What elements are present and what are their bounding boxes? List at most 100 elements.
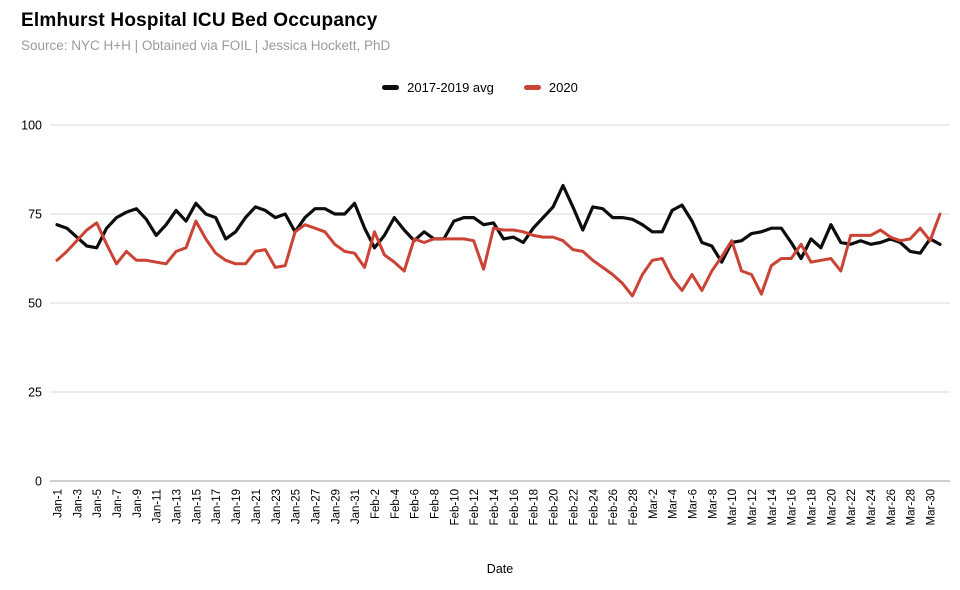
x-tick-group: Jan-5 bbox=[92, 489, 104, 518]
x-tick-group: Feb-26 bbox=[608, 489, 620, 525]
x-tick-group: Feb-4 bbox=[390, 488, 402, 519]
x-tick-group: Mar-4 bbox=[668, 488, 680, 519]
x-tick-label: Feb-18 bbox=[529, 489, 541, 525]
x-tick-group: Jan-13 bbox=[172, 489, 184, 524]
x-tick-label: Mar-10 bbox=[727, 489, 739, 525]
x-tick-label: Jan-25 bbox=[291, 489, 303, 524]
x-tick-group: Mar-20 bbox=[826, 489, 838, 525]
x-tick-label: Jan-17 bbox=[211, 489, 223, 524]
x-tick-group: Jan-9 bbox=[132, 489, 144, 518]
y-tick-label: 0 bbox=[35, 475, 42, 489]
x-tick-group: Feb-6 bbox=[410, 489, 422, 519]
x-tick-label: Feb-10 bbox=[449, 489, 461, 525]
chart-title: Elmhurst Hospital ICU Bed Occupancy bbox=[21, 10, 378, 31]
x-tick-group: Jan-7 bbox=[112, 489, 124, 518]
x-tick-label: Jan-15 bbox=[191, 489, 203, 524]
x-tick-group: Jan-1 bbox=[53, 489, 65, 518]
x-tick-group: Feb-18 bbox=[529, 489, 541, 525]
x-tick-group: Mar-22 bbox=[846, 489, 858, 525]
x-tick-label: Feb-24 bbox=[588, 488, 600, 525]
x-tick-label: Jan-5 bbox=[92, 489, 104, 518]
x-tick-group: Feb-8 bbox=[430, 489, 442, 519]
x-tick-label: Mar-2 bbox=[648, 489, 660, 519]
legend-item-2017-2019-avg[interactable]: 2017-2019 avg bbox=[382, 80, 494, 95]
y-tick-label: 25 bbox=[28, 386, 42, 400]
x-tick-label: Mar-8 bbox=[707, 489, 719, 519]
x-tick-group: Jan-15 bbox=[191, 489, 203, 524]
x-tick-group: Mar-16 bbox=[787, 489, 799, 525]
x-tick-group: Jan-27 bbox=[310, 489, 322, 524]
series-line-2017-2019-avg bbox=[55, 183, 942, 264]
x-tick-group: Mar-12 bbox=[747, 489, 759, 525]
x-tick-label: Jan-1 bbox=[53, 489, 65, 518]
x-tick-label: Jan-29 bbox=[330, 489, 342, 524]
x-tick-group: Jan-31 bbox=[350, 489, 362, 524]
x-tick-label: Mar-26 bbox=[886, 489, 898, 525]
x-tick-group: Mar-2 bbox=[648, 489, 660, 519]
x-tick-label: Feb-28 bbox=[628, 489, 640, 525]
x-tick-group: Jan-21 bbox=[251, 489, 263, 524]
y-tick-label: 75 bbox=[28, 208, 42, 222]
x-tick-label: Jan-19 bbox=[231, 489, 243, 524]
y-tick-label: 50 bbox=[28, 297, 42, 311]
x-tick-group: Feb-24 bbox=[588, 488, 600, 525]
x-tick-label: Feb-8 bbox=[430, 489, 442, 519]
legend-label: 2020 bbox=[548, 80, 578, 95]
x-tick-label: Jan-9 bbox=[132, 489, 144, 518]
x-tick-group: Mar-10 bbox=[727, 489, 739, 525]
x-tick-label: Feb-26 bbox=[608, 489, 620, 525]
x-tick-label: Jan-3 bbox=[72, 489, 84, 518]
x-tick-label: Feb-20 bbox=[549, 489, 561, 525]
x-tick-group: Feb-20 bbox=[549, 489, 561, 525]
x-tick-label: Feb-4 bbox=[390, 488, 402, 519]
x-tick-group: Mar-30 bbox=[926, 489, 938, 525]
x-tick-label: Jan-27 bbox=[310, 489, 322, 524]
x-tick-group: Jan-3 bbox=[72, 489, 84, 518]
x-tick-group: Mar-28 bbox=[906, 489, 918, 525]
x-tick-label: Mar-18 bbox=[807, 489, 819, 525]
x-tick-label: Jan-21 bbox=[251, 489, 263, 524]
x-tick-label: Mar-30 bbox=[926, 489, 938, 525]
x-tick-group: Feb-28 bbox=[628, 489, 640, 525]
x-tick-group: Feb-14 bbox=[489, 488, 501, 525]
x-tick-label: Mar-4 bbox=[668, 488, 680, 519]
x-tick-group: Jan-25 bbox=[291, 489, 303, 524]
legend: 2017-2019 avg 2020 bbox=[0, 80, 960, 95]
x-tick-label: Mar-24 bbox=[866, 488, 878, 525]
x-tick-label: Feb-2 bbox=[370, 489, 382, 519]
x-tick-group: Jan-11 bbox=[152, 489, 164, 523]
x-tick-label: Mar-12 bbox=[747, 489, 759, 525]
x-tick-group: Mar-18 bbox=[807, 489, 819, 525]
x-tick-label: Jan-11 bbox=[152, 489, 164, 523]
series-line-2020 bbox=[55, 212, 942, 298]
y-tick-label: 100 bbox=[21, 119, 42, 133]
x-tick-label: Mar-22 bbox=[846, 489, 858, 525]
x-tick-label: Feb-12 bbox=[469, 489, 481, 525]
x-tick-group: Mar-14 bbox=[767, 488, 779, 525]
legend-item-2020[interactable]: 2020 bbox=[523, 80, 578, 95]
legend-swatch-red bbox=[523, 85, 541, 90]
x-tick-group: Mar-24 bbox=[866, 488, 878, 525]
x-tick-label: Jan-13 bbox=[172, 489, 184, 524]
x-tick-group: Feb-12 bbox=[469, 489, 481, 525]
x-tick-label: Mar-6 bbox=[687, 489, 699, 519]
x-tick-group: Jan-17 bbox=[211, 489, 223, 524]
x-tick-group: Jan-19 bbox=[231, 489, 243, 524]
chart-subtitle: Source: NYC H+H | Obtained via FOIL | Je… bbox=[21, 38, 391, 53]
x-tick-group: Jan-23 bbox=[271, 489, 283, 524]
x-tick-group: Feb-2 bbox=[370, 489, 382, 519]
x-tick-group: Jan-29 bbox=[330, 489, 342, 524]
x-tick-label: Feb-14 bbox=[489, 488, 501, 525]
x-tick-group: Feb-22 bbox=[568, 489, 580, 525]
x-tick-label: Feb-22 bbox=[568, 489, 580, 525]
legend-label: 2017-2019 avg bbox=[407, 80, 494, 95]
x-tick-label: Jan-7 bbox=[112, 489, 124, 518]
x-tick-label: Jan-31 bbox=[350, 489, 362, 524]
x-axis-title: Date bbox=[486, 562, 514, 576]
x-tick-group: Mar-6 bbox=[687, 489, 699, 519]
x-tick-label: Mar-14 bbox=[767, 488, 779, 525]
x-tick-group: Feb-10 bbox=[449, 489, 461, 525]
x-tick-label: Feb-6 bbox=[410, 489, 422, 519]
